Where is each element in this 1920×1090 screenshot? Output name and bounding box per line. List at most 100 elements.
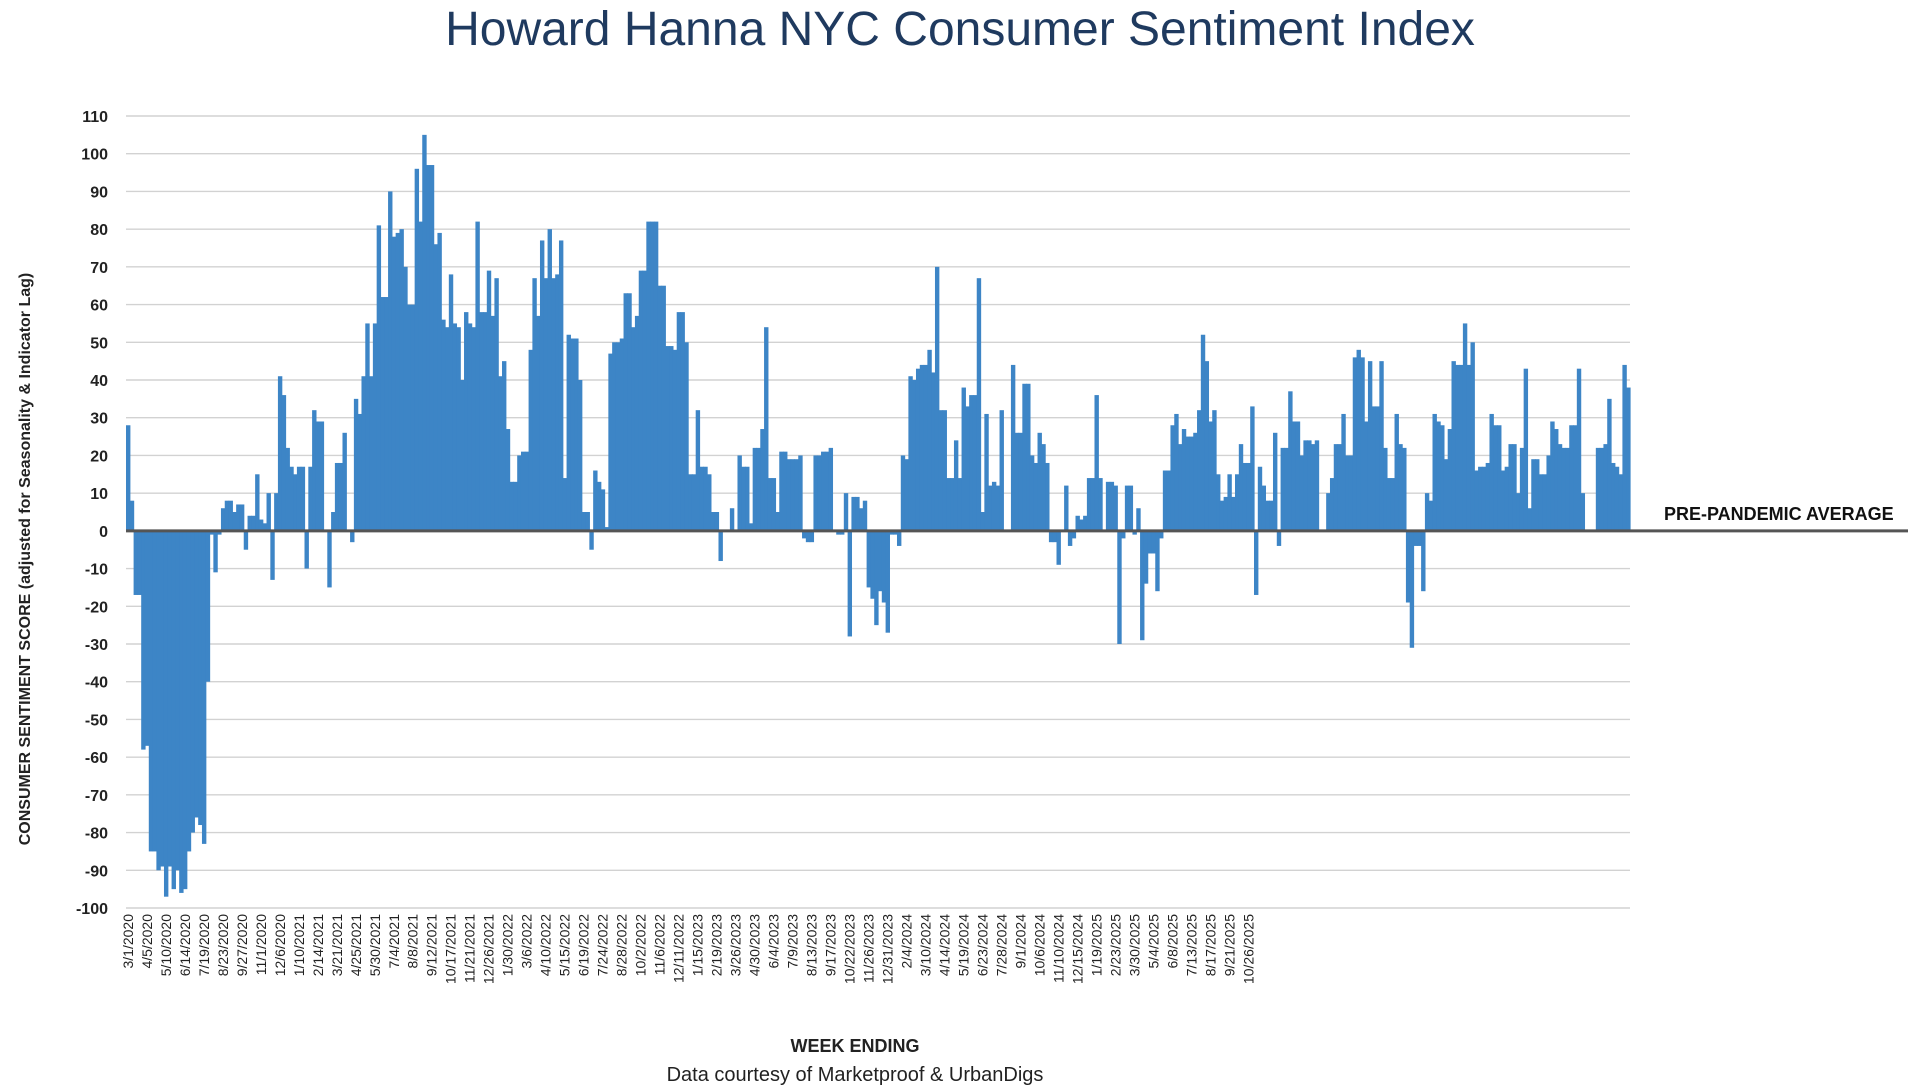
y-tick-label: 40 xyxy=(90,373,108,390)
bar xyxy=(258,519,264,531)
bar xyxy=(1599,447,1605,531)
bar xyxy=(1462,323,1468,531)
bar xyxy=(972,395,978,531)
y-tick-label: 0 xyxy=(99,524,108,541)
bar xyxy=(388,191,393,531)
bar xyxy=(1626,387,1631,531)
bar xyxy=(775,512,780,531)
x-tick-label: 6/14/2020 xyxy=(177,914,193,976)
bar xyxy=(182,530,188,890)
bar xyxy=(976,278,982,531)
bar xyxy=(855,496,860,531)
bar xyxy=(574,338,579,531)
bar xyxy=(737,455,742,531)
bar xyxy=(600,489,606,531)
bar xyxy=(205,530,211,682)
bar xyxy=(471,327,477,531)
bar xyxy=(1603,444,1608,531)
x-tick-label: 11/10/2024 xyxy=(1050,914,1066,983)
y-tick-label: -60 xyxy=(85,750,108,767)
bar xyxy=(361,376,366,531)
bar xyxy=(209,530,214,535)
bar xyxy=(304,530,309,569)
bar xyxy=(1250,406,1255,531)
bar xyxy=(475,221,480,531)
bar xyxy=(426,165,431,531)
x-tick-label: 7/19/2020 xyxy=(196,914,212,976)
x-tick-label: 10/6/2024 xyxy=(1031,914,1047,976)
bar xyxy=(1307,440,1312,531)
bar xyxy=(900,455,906,531)
bar xyxy=(251,515,256,531)
bar xyxy=(1561,447,1567,531)
bar xyxy=(805,530,811,543)
bar xyxy=(1371,406,1377,531)
bar xyxy=(893,530,898,535)
bar xyxy=(1200,334,1206,531)
bar xyxy=(661,285,666,531)
bar xyxy=(395,232,401,531)
bar xyxy=(1379,361,1384,531)
bar xyxy=(429,165,435,531)
x-tick-label: 9/27/2020 xyxy=(234,914,250,976)
bar xyxy=(437,232,442,531)
bar xyxy=(186,530,192,852)
bar xyxy=(1303,440,1308,531)
x-tick-label: 3/1/2020 xyxy=(120,914,136,969)
bar xyxy=(771,478,777,531)
bar xyxy=(672,349,678,531)
bar xyxy=(718,530,723,562)
x-tick-label: 12/31/2023 xyxy=(879,914,895,984)
bar xyxy=(1398,444,1403,531)
bar xyxy=(885,530,890,633)
bar xyxy=(1607,398,1612,531)
bar xyxy=(612,342,617,531)
bars xyxy=(126,134,1631,897)
bar xyxy=(524,451,530,531)
bar xyxy=(915,368,921,531)
bar xyxy=(1265,500,1270,531)
x-tick-labels: 3/1/2020 4/5/2020 5/10/2020 6/14/2020 7/19/2… xyxy=(120,914,1256,984)
bar xyxy=(752,447,758,531)
bar xyxy=(1022,383,1027,531)
bar xyxy=(741,466,746,531)
bar xyxy=(551,278,556,531)
bar xyxy=(1569,425,1574,531)
bar xyxy=(1341,413,1346,531)
bar xyxy=(995,485,1001,531)
bar xyxy=(331,512,336,531)
bar xyxy=(1280,447,1285,531)
bar xyxy=(919,364,925,531)
x-tick-label: 5/10/2020 xyxy=(158,914,174,976)
bar xyxy=(821,451,826,531)
bar xyxy=(502,361,507,531)
y-tick-label: 100 xyxy=(81,147,108,164)
x-tick-label: 2/19/2023 xyxy=(709,914,725,976)
bar xyxy=(1235,474,1240,531)
bar xyxy=(1576,368,1582,531)
bar xyxy=(213,530,218,573)
bar xyxy=(938,410,944,531)
x-tick-label: 10/2/2022 xyxy=(633,914,649,976)
bar xyxy=(1447,429,1453,531)
bar xyxy=(809,530,815,543)
bar xyxy=(247,515,252,531)
bar xyxy=(653,221,659,531)
bar xyxy=(1231,496,1236,531)
y-tick-label: 110 xyxy=(82,109,108,126)
bar xyxy=(228,500,233,531)
y-tick-label: -50 xyxy=(85,712,108,729)
bar xyxy=(274,493,279,531)
bar xyxy=(414,168,420,531)
bar xyxy=(1284,447,1289,531)
bar xyxy=(1094,395,1099,531)
bar xyxy=(1402,447,1407,531)
bar xyxy=(445,327,450,531)
bar xyxy=(896,530,902,546)
x-tick-label: 1/30/2022 xyxy=(500,914,516,976)
bar xyxy=(1105,481,1111,531)
bar xyxy=(1481,466,1487,531)
bar xyxy=(296,466,302,531)
bar xyxy=(931,372,936,531)
bar xyxy=(1291,421,1297,531)
